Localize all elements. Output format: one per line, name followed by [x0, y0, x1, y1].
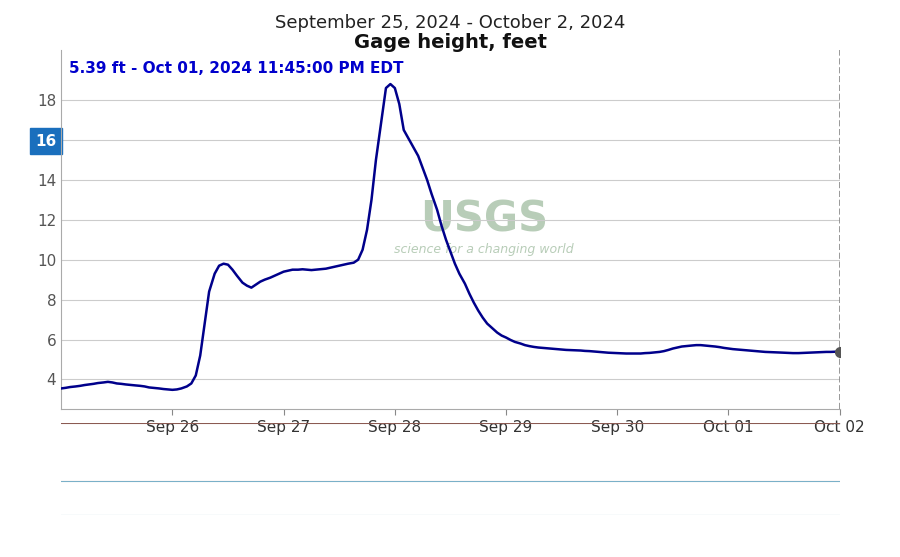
- Text: USGS: USGS: [419, 199, 548, 241]
- Text: Gage height, feet: Gage height, feet: [354, 33, 546, 52]
- Text: September 25, 2024 - October 2, 2024: September 25, 2024 - October 2, 2024: [274, 14, 626, 32]
- Text: 5.39 ft - Oct 01, 2024 11:45:00 PM EDT: 5.39 ft - Oct 01, 2024 11:45:00 PM EDT: [69, 61, 403, 76]
- Text: science for a changing world: science for a changing world: [394, 243, 573, 256]
